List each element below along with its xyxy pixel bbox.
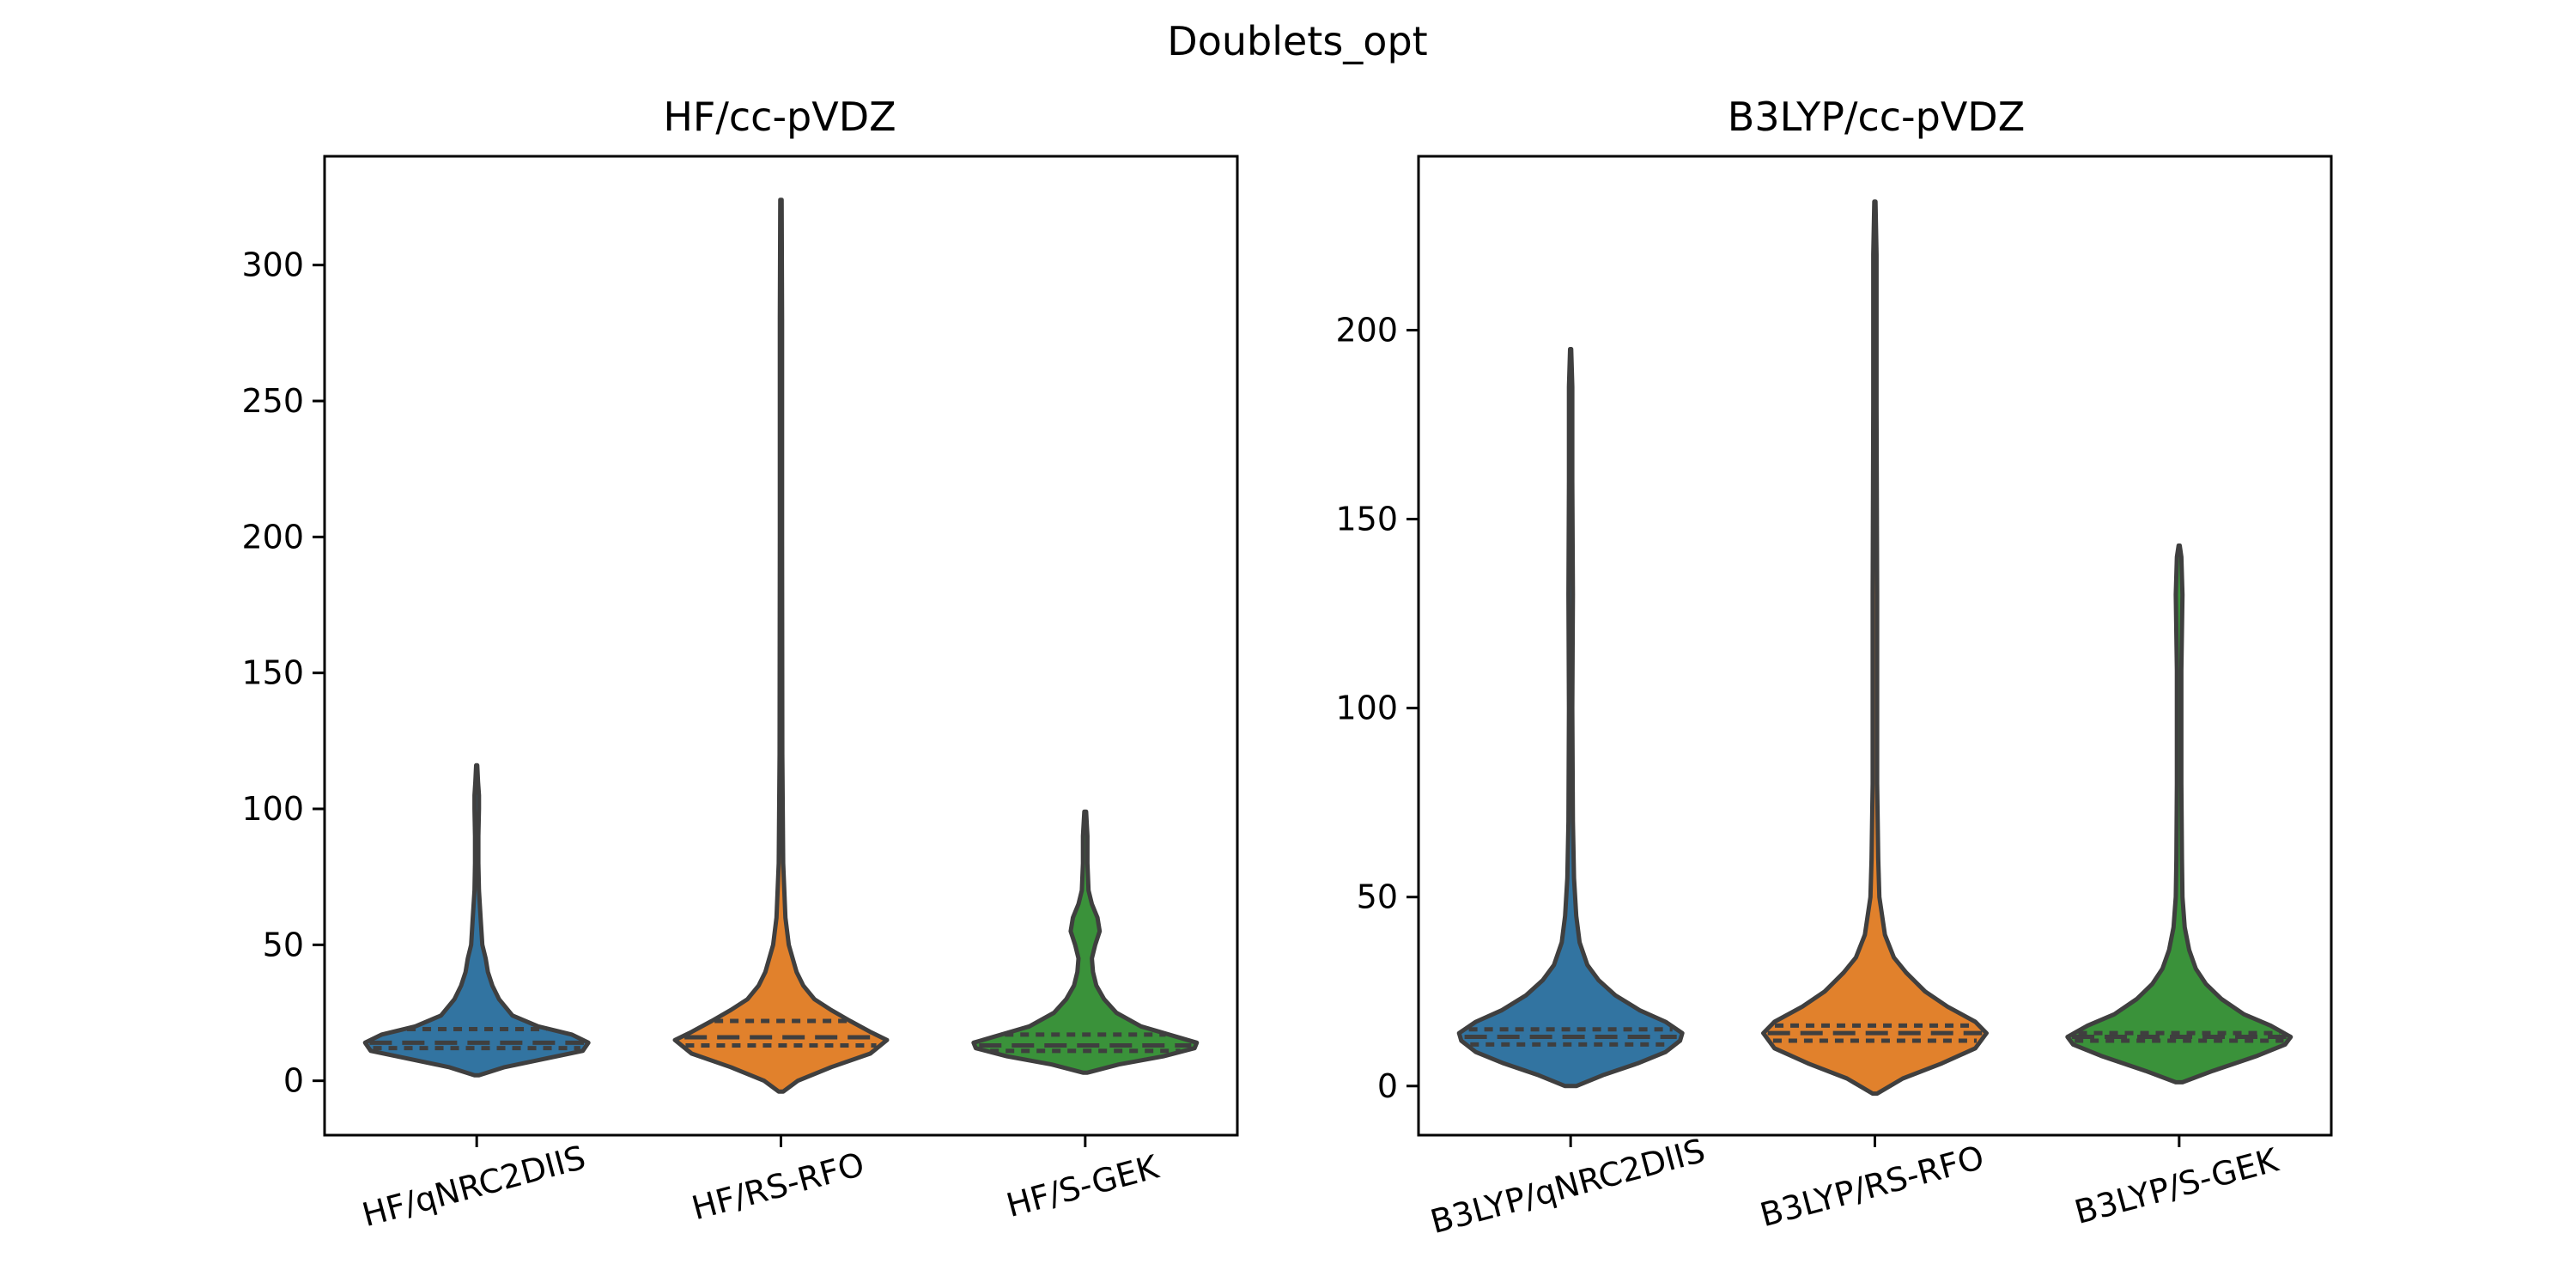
y-tick-label: 150 <box>241 654 304 692</box>
x-tick-label: B3LYP/qNRC2DIIS <box>1426 1132 1709 1242</box>
y-tick-label: 150 <box>1335 501 1398 538</box>
violin-body <box>1761 199 1989 1097</box>
x-tick-label: HF/qNRC2DIIS <box>358 1139 589 1235</box>
axes-frame <box>1417 155 2333 1137</box>
figure-title: Doublets_opt <box>1167 18 1427 64</box>
panel-hf: HF/cc-pVDZ 0 50 100 150 200 250 300 HF/qNRC2DII… <box>241 94 1239 1235</box>
y-tick-label: 250 <box>241 382 304 420</box>
y-tick-label: 100 <box>241 790 304 828</box>
violin-body <box>2065 543 2293 1084</box>
violin-body <box>672 197 890 1094</box>
violin-body <box>362 762 591 1078</box>
violin-body <box>971 809 1200 1075</box>
plot-area: 0 50 100 150 200 B3LYP/qNRC2DIIS B3LYP/RS-RFO B… <box>1335 199 2293 1242</box>
plot-area: 0 50 100 150 200 250 300 HF/qNRC2DIIS HF/RS-RFO H… <box>241 197 1200 1235</box>
y-tick-label: 200 <box>1335 311 1398 349</box>
violin-body <box>1456 347 1685 1089</box>
x-tick-label: HF/S-GEK <box>1002 1148 1163 1225</box>
axes-frame <box>323 155 1239 1137</box>
panel-title: HF/cc-pVDZ <box>663 94 896 140</box>
panel-title: B3LYP/cc-pVDZ <box>1728 94 2025 140</box>
x-tick-label: B3LYP/RS-RFO <box>1756 1139 1988 1235</box>
panel-b3lyp: B3LYP/cc-pVDZ 0 50 100 150 200 B3LYP/qNRC2DII… <box>1335 94 2333 1242</box>
y-tick-label: 50 <box>1357 878 1398 916</box>
y-tick-label: 0 <box>283 1062 304 1100</box>
y-tick-label: 100 <box>1335 690 1398 727</box>
x-tick-label: B3LYP/S-GEK <box>2070 1140 2282 1231</box>
y-tick-label: 300 <box>241 246 304 284</box>
y-tick-label: 0 <box>1377 1067 1398 1105</box>
y-tick-label: 200 <box>241 518 304 556</box>
x-tick-label: HF/RS-RFO <box>688 1145 868 1228</box>
y-tick-label: 50 <box>263 926 304 963</box>
